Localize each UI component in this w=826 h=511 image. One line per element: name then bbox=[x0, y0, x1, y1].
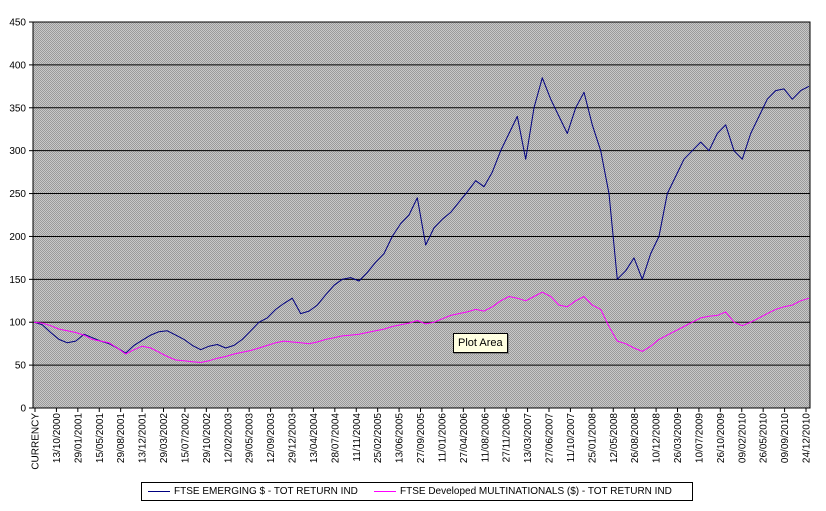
x-axis: CURRENCY 13/10/2000 29/01/2001 15/05/2001 29… bbox=[31, 408, 813, 470]
x-tick-label: 27/11/2006 bbox=[502, 413, 513, 463]
x-tick-label: 27/09/2005 bbox=[416, 413, 427, 463]
x-tick-label: 24/12/2010 bbox=[802, 413, 813, 463]
x-tick-label: 15/07/2002 bbox=[180, 413, 191, 463]
x-tick-label: 29/10/2002 bbox=[202, 413, 213, 463]
x-tick-label: 09/02/2010 bbox=[737, 413, 748, 463]
y-tick-label: 250 bbox=[9, 189, 26, 200]
x-tick-label: 26/10/2009 bbox=[716, 413, 727, 463]
x-tick-label: 28/07/2004 bbox=[330, 413, 341, 463]
y-tick-label: 400 bbox=[9, 60, 26, 71]
x-tick-label: 26/08/2008 bbox=[630, 413, 641, 463]
x-tick-label: 29/01/2001 bbox=[73, 413, 84, 463]
x-tick-label: 27/04/2006 bbox=[459, 413, 470, 463]
series-line-emerging[interactable] bbox=[33, 77, 810, 354]
x-tick-label: 29/05/2003 bbox=[245, 413, 256, 463]
x-tick-label: 12/02/2003 bbox=[223, 413, 234, 463]
x-tick-label: 13/06/2005 bbox=[395, 413, 406, 463]
x-tick-label: 25/02/2005 bbox=[373, 413, 384, 463]
x-tick-label: 11/08/2006 bbox=[480, 413, 491, 463]
x-tick-label: 09/09/2010 bbox=[780, 413, 791, 463]
x-tick-label: 26/03/2009 bbox=[673, 413, 684, 463]
plot-area[interactable] bbox=[32, 21, 811, 409]
legend-swatch-emerging bbox=[148, 491, 170, 492]
x-tick-label: 11/10/2007 bbox=[566, 413, 577, 463]
x-tick-label: 10/07/2009 bbox=[694, 413, 705, 463]
y-tick-label: 150 bbox=[9, 275, 26, 286]
y-tick-label: 350 bbox=[9, 103, 26, 114]
y-tick-label: 50 bbox=[15, 361, 27, 372]
x-tick-label: 15/05/2001 bbox=[95, 413, 106, 463]
x-tick-label: 11/11/2004 bbox=[352, 413, 363, 462]
plot-area-tooltip: Plot Area bbox=[453, 333, 508, 353]
y-axis: 0 50 100 150 200 250 300 350 400 450 bbox=[9, 18, 33, 415]
x-tick-label: 29/12/2003 bbox=[288, 413, 299, 463]
x-tick-label: 11/01/2006 bbox=[437, 413, 448, 463]
x-tick-label: 12/05/2008 bbox=[609, 413, 620, 463]
x-tick-label: 12/09/2003 bbox=[266, 413, 277, 463]
y-tick-label: 100 bbox=[9, 318, 26, 329]
x-tick-label: 13/03/2007 bbox=[523, 413, 534, 463]
series-layer bbox=[33, 77, 810, 363]
x-tick-label: CURRENCY bbox=[31, 413, 42, 470]
y-tick-label: 0 bbox=[20, 404, 26, 415]
y-tick-label: 300 bbox=[9, 146, 26, 157]
gridlines bbox=[33, 64, 810, 366]
y-tick-label: 450 bbox=[9, 18, 26, 29]
x-tick-label: 29/08/2001 bbox=[116, 413, 127, 463]
y-tick-label: 200 bbox=[9, 232, 26, 243]
x-tick-label: 29/03/2002 bbox=[159, 413, 170, 463]
x-tick-label: 13/10/2000 bbox=[52, 413, 63, 463]
legend-label-multinationals: FTSE Developed MULTINATIONALS ($) - TOT … bbox=[400, 486, 672, 497]
x-tick-label: 13/04/2004 bbox=[309, 413, 320, 463]
x-tick-label: 13/12/2001 bbox=[138, 413, 149, 463]
x-tick-label: 26/05/2010 bbox=[759, 413, 770, 463]
legend[interactable]: FTSE EMERGING $ - TOT RETURN IND FTSE De… bbox=[141, 482, 693, 501]
x-tick-label: 27/06/2007 bbox=[545, 413, 556, 463]
legend-swatch-multinationals bbox=[374, 491, 396, 492]
x-tick-label: 10/12/2008 bbox=[652, 413, 663, 463]
legend-label-emerging: FTSE EMERGING $ - TOT RETURN IND bbox=[174, 486, 358, 497]
x-tick-label: 25/01/2008 bbox=[587, 413, 598, 463]
series-line-multinationals[interactable] bbox=[33, 291, 810, 363]
